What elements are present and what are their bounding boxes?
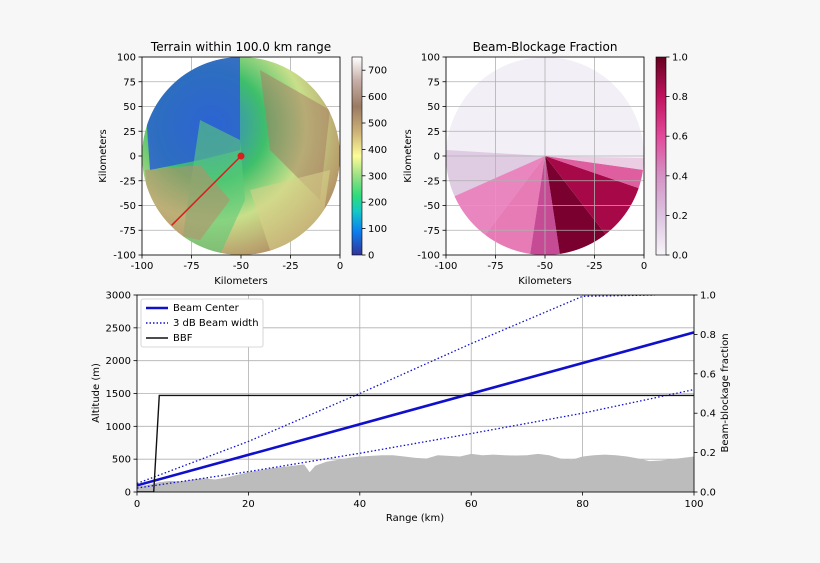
profile-y2tick-label: 0.6	[700, 369, 716, 380]
bbf-panel: Beam-Blockage Fraction Kilometers Kilome…	[403, 40, 688, 287]
bbf-colorbar-tick-label: 0.6	[672, 132, 688, 143]
bbf-ytick-label: 25	[427, 127, 440, 138]
terrain-colorbar-tick-label: 100	[368, 224, 387, 235]
bbf-xtick-label: 0	[641, 261, 647, 272]
terrain-ytick-label: 50	[123, 102, 136, 113]
terrain-xtick-label: -100	[131, 261, 154, 272]
profile-y2tick-label: 0.2	[700, 448, 716, 459]
bbf-ytick-label: 100	[421, 53, 440, 64]
terrain-ytick-label: 25	[123, 127, 136, 138]
terrain-panel: Terrain within 100.0 km range Kilometers…	[98, 40, 387, 287]
terrain-ylabel: Kilometers	[98, 129, 109, 183]
bbf-colorbar	[655, 56, 667, 256]
profile-y2tick-label: 0.8	[700, 330, 716, 341]
terrain-colorbar	[351, 56, 363, 256]
profile-ticks: 0 20 40 60 80 1000500100015002000250030000.00…	[106, 291, 716, 511]
profile-xtick-label: 20	[242, 499, 255, 510]
bbf-colorbar-tick-label: 0.0	[672, 251, 688, 262]
profile-panel: 0 20 40 60 80 1000500100015002000250030000.00…	[91, 291, 731, 525]
terrain-ytick-label: -75	[120, 226, 136, 237]
terrain-xtick-label: 0	[337, 261, 343, 272]
profile-xlabel: Range (km)	[386, 513, 444, 524]
profile-xtick-label: 100	[684, 499, 703, 510]
bbf-xtick-label: -75	[487, 261, 503, 272]
profile-ytick-label: 3000	[106, 291, 131, 302]
profile-ytick-label: 500	[112, 455, 131, 466]
bbf-ytick-label: -25	[424, 176, 440, 187]
series-3-db-beam-width-lower	[137, 388, 694, 489]
profile-ylabel: Altitude (m)	[91, 363, 102, 423]
profile-legend: Beam Center 3 dB Beam width BBF	[140, 298, 264, 348]
terrain-beam-line	[171, 155, 242, 226]
terrain-colorbar-tick-label: 200	[368, 198, 387, 209]
terrain-xlabel: Kilometers	[214, 276, 268, 287]
terrain-colorbar-tick-label: 600	[368, 92, 387, 103]
profile-y2label: Beam-blockage fraction	[720, 333, 731, 452]
profile-y2tick-label: 1.0	[700, 291, 716, 302]
legend-beam-width: 3 dB Beam width	[173, 318, 259, 329]
terrain-ytick-label: -25	[120, 176, 136, 187]
bbf-xtick-label: -50	[537, 261, 553, 272]
profile-xtick-label: 80	[576, 499, 589, 510]
profile-ytick-label: 1000	[106, 422, 131, 433]
terrain-ytick-label: 0	[130, 152, 136, 163]
profile-ytick-label: 0	[125, 488, 131, 499]
profile-ytick-label: 2500	[106, 323, 131, 334]
terrain-colorbar-tick-label: 500	[368, 119, 387, 130]
profile-ytick-label: 2000	[106, 356, 131, 367]
bbf-xtick-label: -25	[586, 261, 602, 272]
profile-ytick-label: 1500	[106, 389, 131, 400]
profile-xtick-label: 0	[134, 499, 140, 510]
bbf-ytick-label: -50	[424, 201, 440, 212]
terrain-colorbar-tick-label: 400	[368, 145, 387, 156]
bbf-title: Beam-Blockage Fraction	[473, 40, 618, 54]
bbf-colorbar-tick-label: 0.4	[672, 171, 688, 182]
terrain-colorbar-tick-label: 0	[368, 251, 374, 262]
terrain-xtick-label: -25	[282, 261, 298, 272]
bbf-ytick-label: -75	[424, 226, 440, 237]
bbf-ytick-label: 0	[434, 152, 440, 163]
series-bbf	[137, 394, 694, 492]
bbf-ylabel: Kilometers	[403, 129, 414, 183]
profile-xtick-label: 40	[353, 499, 366, 510]
terrain-colorbar-tick-label: 700	[368, 66, 387, 77]
terrain-ytick-label: -50	[120, 201, 136, 212]
terrain-colorbar-tick-label: 300	[368, 171, 387, 182]
terrain-colorbar-ticks: 0 100 200 300 400 500 600 700	[362, 66, 387, 262]
terrain-ytick-label: 100	[117, 53, 136, 64]
bbf-colorbar-tick-label: 1.0	[672, 53, 688, 64]
terrain-ytick-label: 75	[123, 77, 136, 88]
profile-series	[137, 295, 694, 492]
bbf-xtick-label: -100	[435, 261, 458, 272]
bbf-ticks: -100 -75 -50 -25 0 100 75 50 25 0 -25 -50 -75 -100	[417, 53, 647, 273]
series-beam-center	[137, 331, 694, 487]
terrain-xtick-label: -50	[233, 261, 249, 272]
bbf-ytick-label: 50	[427, 102, 440, 113]
terrain-profile-area	[137, 453, 694, 492]
legend-bbf: BBF	[173, 333, 193, 344]
bbf-ytick-label: -100	[417, 251, 440, 262]
bbf-ytick-label: 75	[427, 77, 440, 88]
terrain-title: Terrain within 100.0 km range	[150, 40, 331, 54]
terrain-xtick-label: -75	[183, 261, 199, 272]
profile-y2tick-label: 0.0	[700, 488, 716, 499]
terrain-ticks: -100 -75 -50 -25 0 100 75 50 25 0 -25 -50 -75 -100	[113, 53, 343, 273]
bbf-colorbar-tick-label: 0.2	[672, 211, 688, 222]
bbf-colorbar-ticks: 0.0 0.2 0.4 0.6 0.8 1.0	[666, 53, 688, 262]
profile-y2tick-label: 0.4	[700, 409, 716, 420]
terrain-ytick-label: -100	[113, 251, 136, 262]
bbf-colorbar-tick-label: 0.8	[672, 92, 688, 103]
bbf-xlabel: Kilometers	[518, 276, 572, 287]
profile-xtick-label: 60	[465, 499, 478, 510]
radar-site-marker	[237, 152, 245, 160]
legend-beam-center: Beam Center	[173, 303, 240, 314]
